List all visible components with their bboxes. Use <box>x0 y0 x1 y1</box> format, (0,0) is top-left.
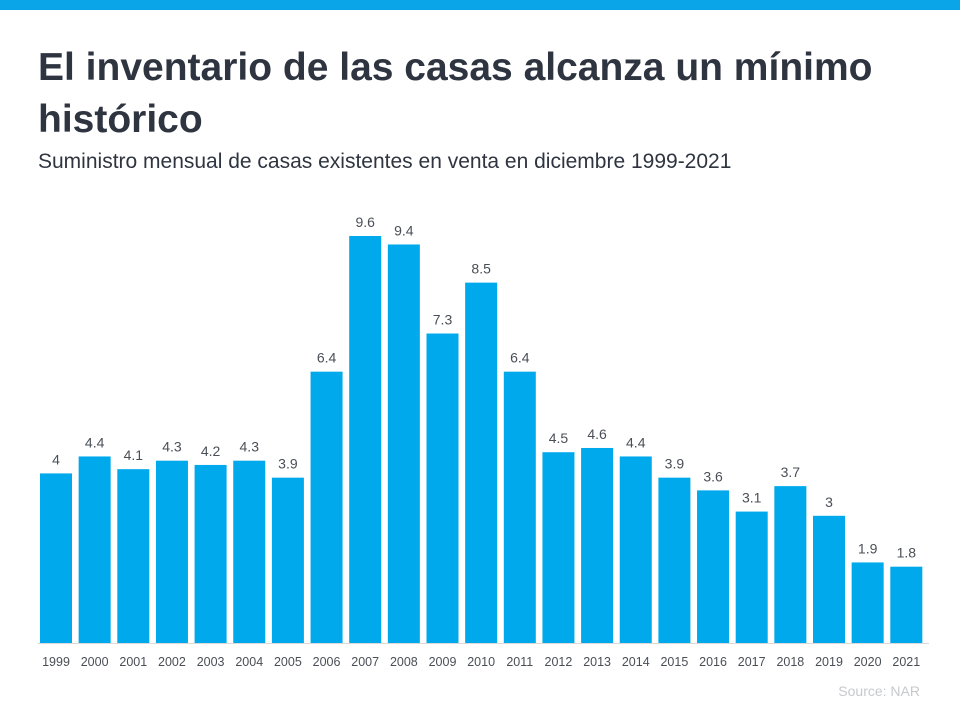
data-label-2006: 6.4 <box>317 350 337 366</box>
x-tick-label-2021: 2021 <box>892 655 920 669</box>
x-tick-label-2001: 2001 <box>119 655 147 669</box>
data-label-2015: 3.9 <box>665 456 685 472</box>
x-tick-label-2016: 2016 <box>699 655 727 669</box>
data-label-2009: 7.3 <box>433 312 453 328</box>
x-tick-label-2012: 2012 <box>545 655 573 669</box>
data-label-2019: 3 <box>825 494 833 510</box>
bar-2006 <box>310 371 343 643</box>
bar-2013 <box>581 447 614 643</box>
bar-2002 <box>155 460 188 643</box>
x-tick-label-2010: 2010 <box>467 655 495 669</box>
data-label-2000: 4.4 <box>85 434 105 450</box>
data-label-2001: 4.1 <box>124 447 144 463</box>
data-label-2010: 8.5 <box>471 261 491 277</box>
chart-subtitle: Suministro mensual de casas existentes e… <box>38 150 732 173</box>
x-tick-label-2002: 2002 <box>158 655 186 669</box>
chart-title: El inventario de las casas alcanza un mí… <box>38 46 873 141</box>
x-tick-label-1999: 1999 <box>42 655 70 669</box>
data-label-2003: 4.2 <box>201 443 221 459</box>
bar-2000 <box>78 456 111 643</box>
bar-2004 <box>233 460 266 643</box>
source-note: Source: NAR <box>838 683 920 699</box>
data-label-2011: 6.4 <box>510 350 530 366</box>
data-label-2005: 3.9 <box>278 456 298 472</box>
data-label-2017: 3.1 <box>742 490 762 506</box>
data-label-2002: 4.3 <box>162 439 182 455</box>
x-tick-label-2005: 2005 <box>274 655 302 669</box>
data-label-2012: 4.5 <box>549 430 569 446</box>
data-label-2008: 9.4 <box>394 222 414 238</box>
bar-2008 <box>387 244 420 643</box>
data-label-2007: 9.6 <box>355 214 375 230</box>
x-tick-label-2009: 2009 <box>429 655 457 669</box>
data-label-2021: 1.8 <box>897 545 917 561</box>
data-label-1999: 4 <box>52 451 60 467</box>
data-label-2004: 4.3 <box>240 439 260 455</box>
x-tick-label-2003: 2003 <box>197 655 225 669</box>
bar-2005 <box>271 477 304 643</box>
bar-1999 <box>40 473 72 643</box>
x-tick-label-2004: 2004 <box>235 655 263 669</box>
bar-2010 <box>465 282 498 643</box>
x-tick-label-2007: 2007 <box>351 655 379 669</box>
bar-2001 <box>117 469 150 643</box>
data-label-2018: 3.7 <box>781 464 801 480</box>
bar-2011 <box>503 371 536 643</box>
x-tick-label-2014: 2014 <box>622 655 650 669</box>
x-tick-label-2019: 2019 <box>815 655 843 669</box>
data-label-2014: 4.4 <box>626 434 646 450</box>
x-tick-label-2020: 2020 <box>854 655 882 669</box>
bar-2019 <box>813 515 845 643</box>
bar-2009 <box>426 333 459 643</box>
data-label-2020: 1.9 <box>858 540 878 556</box>
x-tick-label-2000: 2000 <box>81 655 109 669</box>
data-label-2013: 4.6 <box>587 426 607 442</box>
x-tick-label-2011: 2011 <box>506 655 533 669</box>
data-label-2016: 3.6 <box>703 468 723 484</box>
x-tick-label-2018: 2018 <box>776 655 804 669</box>
bar-2015 <box>658 477 691 643</box>
bar-2007 <box>349 236 382 643</box>
bar-2021 <box>890 566 923 643</box>
bar-2016 <box>697 490 730 643</box>
bar-2017 <box>735 511 768 643</box>
bar-2014 <box>619 456 652 643</box>
bar-2020 <box>851 562 884 643</box>
x-tick-label-2015: 2015 <box>660 655 688 669</box>
top-accent-bar <box>0 0 960 10</box>
x-tick-label-2006: 2006 <box>313 655 341 669</box>
x-tick-label-2013: 2013 <box>583 655 611 669</box>
x-tick-label-2008: 2008 <box>390 655 418 669</box>
bar-2003 <box>194 464 227 643</box>
bar-2012 <box>542 452 575 643</box>
x-tick-label-2017: 2017 <box>738 655 766 669</box>
bar-2018 <box>774 486 807 643</box>
